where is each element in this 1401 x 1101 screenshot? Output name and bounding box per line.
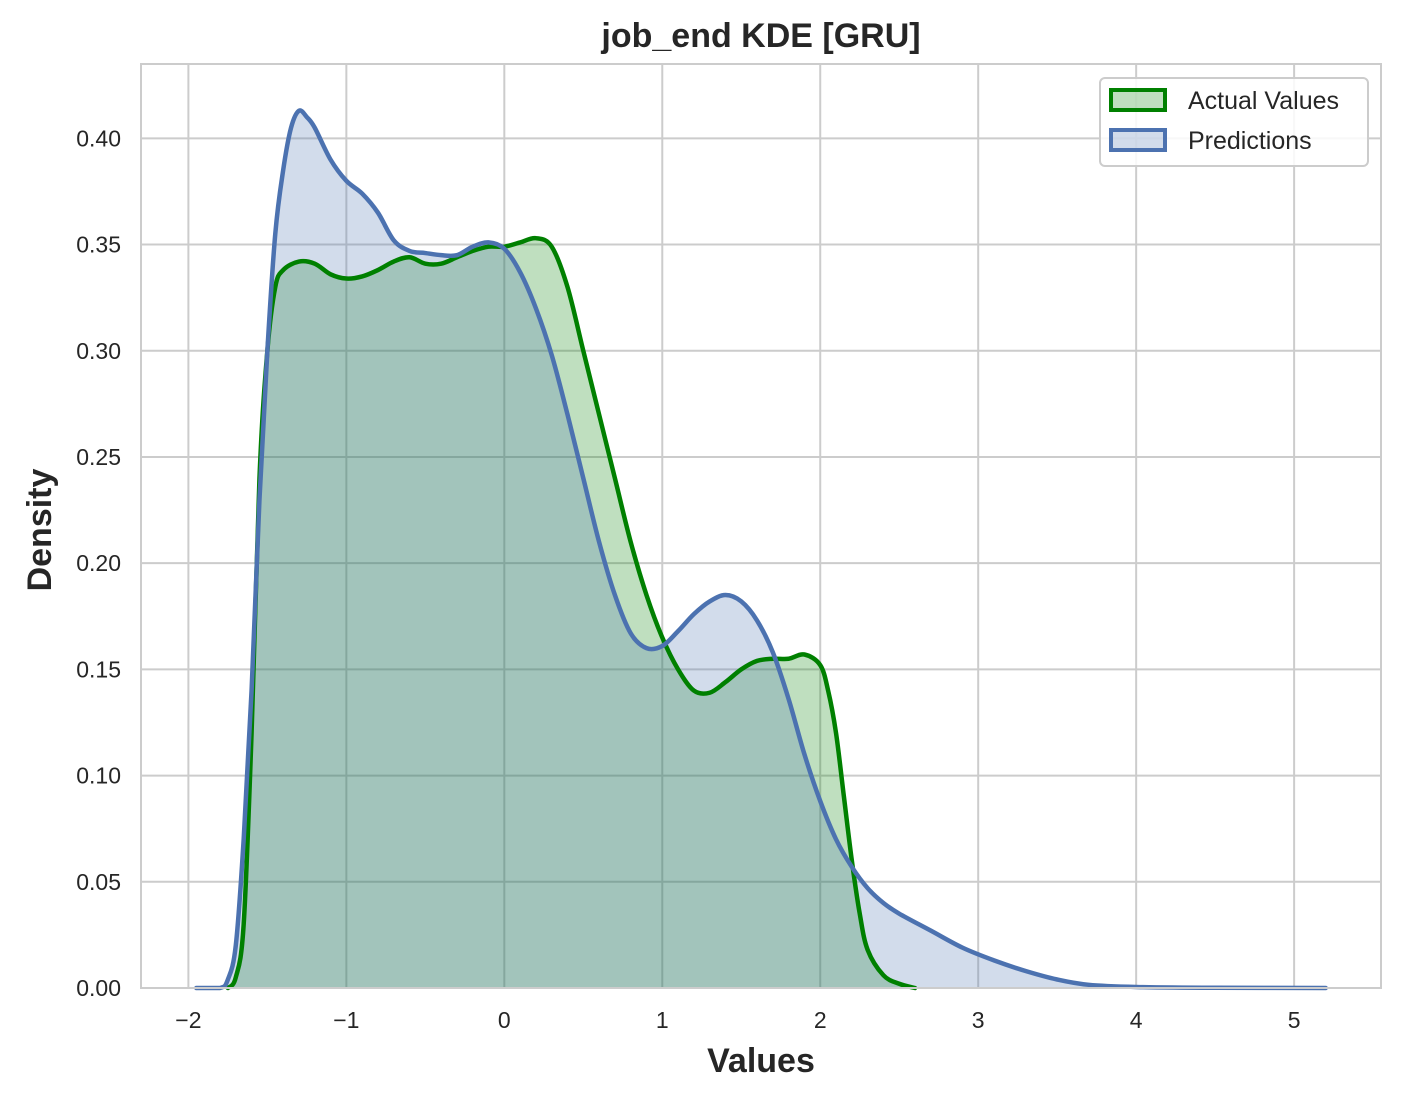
- density-areas: [196, 110, 1326, 989]
- legend-swatch-actual-values: [1109, 88, 1167, 112]
- legend-label-predictions: Predictions: [1188, 127, 1312, 155]
- y-tick-label: 0.20: [76, 550, 121, 576]
- legend-label-actual-values: Actual Values: [1188, 87, 1339, 115]
- legend-swatch-predictions: [1109, 128, 1167, 152]
- x-tick-label: 0: [498, 1007, 511, 1033]
- y-axis-label: Density: [21, 469, 59, 592]
- line-actual-values: [225, 235, 918, 991]
- y-tick-label: 0.35: [76, 232, 121, 258]
- y-tick-label: 0.00: [76, 975, 121, 1001]
- y-tick-label: 0.30: [76, 338, 121, 364]
- y-tick-label: 0.25: [76, 444, 121, 470]
- x-axis-ticks: −2 −1 0 1 2 3 4 5: [175, 1007, 1300, 1033]
- x-tick-label: 3: [972, 1007, 985, 1033]
- x-tick-label: 1: [656, 1007, 669, 1033]
- y-tick-label: 0.05: [76, 869, 121, 895]
- legend: Actual Values Predictions: [1099, 77, 1369, 167]
- x-tick-label: 2: [814, 1007, 827, 1033]
- plot-frame-background: [141, 64, 1381, 988]
- line-predictions: [194, 108, 1328, 991]
- area-predictions: [196, 110, 1326, 989]
- y-tick-label: 0.40: [76, 125, 121, 151]
- y-axis-ticks: 0.00 0.05 0.10 0.15 0.20 0.25 0.30 0.35 0.40: [76, 125, 121, 1001]
- plot-frame: [140, 63, 1382, 989]
- x-tick-label: 5: [1288, 1007, 1301, 1033]
- x-tick-label: −1: [333, 1007, 359, 1033]
- y-tick-label: 0.10: [76, 763, 121, 789]
- x-axis-label: Values: [707, 1042, 815, 1080]
- x-tick-label: −2: [175, 1007, 201, 1033]
- area-actual-values: [227, 238, 916, 989]
- chart-title: job_end KDE [GRU]: [600, 17, 920, 55]
- density-lines: [194, 108, 1328, 991]
- x-tick-label: 4: [1130, 1007, 1143, 1033]
- y-tick-label: 0.15: [76, 656, 121, 682]
